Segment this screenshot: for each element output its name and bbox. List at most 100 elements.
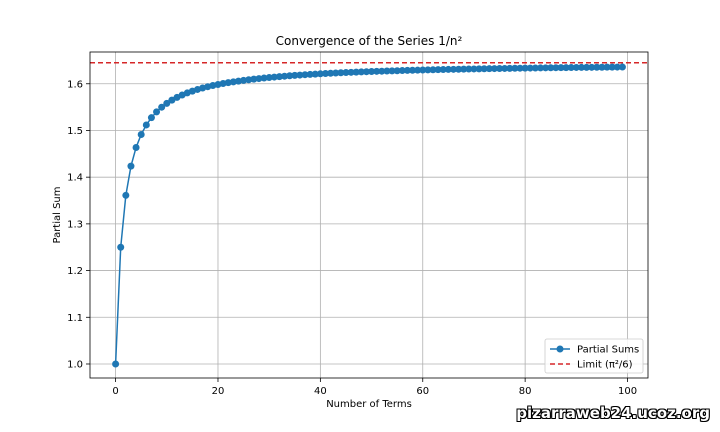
data-point <box>439 66 447 74</box>
data-point <box>593 63 601 71</box>
x-axis-label: Number of Terms <box>326 399 412 410</box>
data-point <box>470 65 478 73</box>
data-point <box>352 68 360 76</box>
data-point <box>496 64 504 72</box>
data-point <box>511 64 519 72</box>
partial-sums-series <box>112 63 626 368</box>
legend-partial-sums-label: Partial Sums <box>577 345 639 356</box>
data-point <box>490 65 498 73</box>
data-point <box>506 64 514 72</box>
data-point <box>112 360 120 368</box>
data-point <box>327 69 335 77</box>
data-point <box>260 74 268 82</box>
x-tick-label: 80 <box>519 386 532 397</box>
data-point <box>122 191 130 199</box>
data-point <box>158 103 166 111</box>
data-point <box>409 66 417 74</box>
y-tick-label: 1.2 <box>67 266 83 277</box>
data-point <box>388 67 396 75</box>
data-point <box>536 64 544 72</box>
data-point <box>465 65 473 73</box>
data-point <box>424 66 432 74</box>
data-point <box>480 65 488 73</box>
x-tick-label: 40 <box>314 386 327 397</box>
data-point <box>117 243 125 251</box>
data-point <box>301 71 309 79</box>
data-point <box>403 66 411 74</box>
data-point <box>562 64 570 72</box>
watermark: pizarraweb24.ucoz.org <box>516 404 710 422</box>
data-point <box>552 64 560 72</box>
data-point <box>434 66 442 74</box>
data-point <box>547 64 555 72</box>
data-point <box>398 67 406 75</box>
data-point <box>286 72 294 80</box>
data-point <box>501 64 509 72</box>
data-point <box>296 71 304 79</box>
data-point <box>142 121 150 129</box>
y-tick-label: 1.3 <box>67 219 83 230</box>
data-point <box>516 64 524 72</box>
data-point <box>608 63 616 71</box>
data-point <box>485 65 493 73</box>
data-point <box>449 65 457 73</box>
data-point <box>368 68 376 76</box>
y-tick-label: 1.1 <box>67 313 83 324</box>
data-point <box>414 66 422 74</box>
x-tick-label: 0 <box>112 386 118 397</box>
data-point <box>132 143 140 151</box>
y-tick-label: 1.4 <box>67 173 83 184</box>
x-tick-label: 60 <box>416 386 429 397</box>
partial-sums-line <box>114 66 623 365</box>
y-axis-ticks: 1.0 1.1 1.2 1.3 1.4 1.5 1.6 <box>67 79 90 370</box>
data-point <box>137 130 145 138</box>
data-point <box>306 70 314 78</box>
data-point <box>393 67 401 75</box>
data-point <box>419 66 427 74</box>
data-point <box>275 73 283 81</box>
data-point <box>598 63 606 71</box>
data-point <box>332 69 340 77</box>
data-point <box>429 66 437 74</box>
y-axis-label: Partial Sum <box>52 186 63 243</box>
data-point <box>613 63 621 71</box>
data-point <box>357 68 365 76</box>
data-point <box>153 108 161 116</box>
data-point <box>577 63 585 71</box>
data-point <box>362 68 370 76</box>
legend-partial-sums-marker <box>556 345 564 353</box>
data-point <box>572 63 580 71</box>
chart-title: Convergence of the Series 1/n² <box>276 34 463 48</box>
data-point <box>147 114 155 122</box>
data-point <box>583 63 591 71</box>
data-point <box>281 72 289 80</box>
data-point <box>383 67 391 75</box>
data-point <box>168 96 176 104</box>
data-point <box>245 76 253 84</box>
data-point <box>557 64 565 72</box>
y-tick-label: 1.6 <box>67 79 83 90</box>
data-point <box>475 65 483 73</box>
data-point <box>234 77 242 85</box>
y-tick-label: 1.0 <box>67 359 83 370</box>
x-axis-ticks: 0 20 40 60 80 100 <box>112 378 637 397</box>
data-point <box>240 76 248 84</box>
grid <box>90 52 648 378</box>
data-point <box>337 69 345 77</box>
data-point <box>603 63 611 71</box>
data-point <box>373 67 381 75</box>
y-tick-label: 1.5 <box>67 126 83 137</box>
legend: Partial Sums Limit (π²/6) <box>544 338 644 374</box>
data-point <box>127 162 135 170</box>
data-point <box>342 69 350 77</box>
data-point <box>588 63 596 71</box>
x-tick-label: 20 <box>212 386 225 397</box>
data-point <box>270 73 278 81</box>
data-point <box>255 75 263 83</box>
data-point <box>316 70 324 78</box>
data-point <box>526 64 534 72</box>
data-point <box>378 67 386 75</box>
data-point <box>521 64 529 72</box>
data-point <box>455 65 463 73</box>
